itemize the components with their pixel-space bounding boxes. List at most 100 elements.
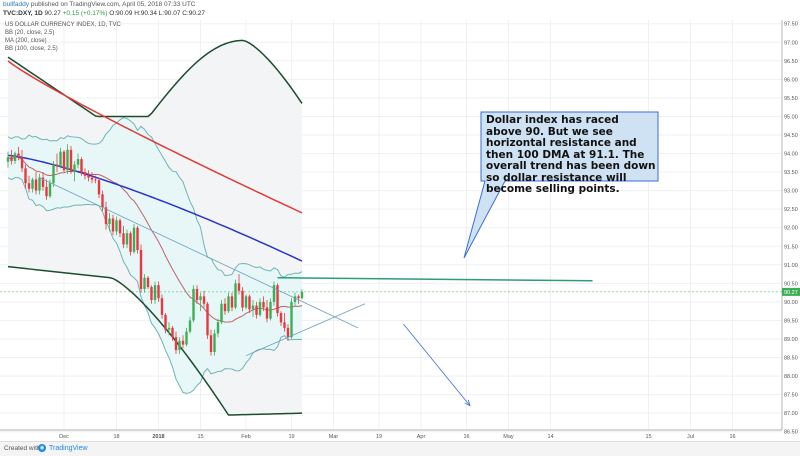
candle (290, 298, 293, 339)
last-price: 90.27 (44, 10, 61, 17)
candle (269, 298, 272, 321)
candle (279, 311, 283, 327)
candle (59, 147, 62, 169)
candle (38, 173, 41, 195)
y-tick-label: 86.50 (784, 430, 798, 436)
candle (90, 172, 94, 184)
candle-body (87, 175, 90, 178)
y-tick-label: 97.50 (784, 22, 798, 28)
candle-body (262, 301, 265, 308)
bb100-lower (7, 265, 303, 416)
candle (167, 322, 171, 336)
last-price-label: 90.27 (784, 290, 798, 296)
candle (10, 149, 13, 165)
candle (108, 212, 111, 232)
candle-body (108, 218, 111, 225)
candle (97, 177, 101, 199)
candle (178, 337, 181, 354)
price-change: +0.15 (+0.17%) (62, 10, 108, 17)
candle-body (216, 322, 220, 334)
y-tick-label: 91.50 (784, 244, 798, 250)
candle-body (188, 320, 192, 332)
candle-body (13, 153, 17, 161)
y-tick-label: 92.50 (784, 207, 798, 213)
x-axis: Dec 18 2018 15 Feb 19 Mar 19 Apr 16 May 14 15 Jul 16 (0, 429, 782, 440)
y-tick-label: 91.00 (784, 263, 798, 269)
y-tick-label: 87.50 (784, 393, 798, 399)
candle-body (195, 288, 199, 301)
bb20-fill (8, 117, 302, 394)
candle-body (227, 296, 230, 312)
candle (230, 292, 234, 312)
price-chart[interactable]: 86.50 87.00 87.50 88.00 88.50 89.00 89.50 90.00… (0, 0, 800, 441)
candle-body (206, 303, 209, 336)
candle-body (118, 220, 122, 234)
x-tick-label: 15 (645, 434, 651, 440)
candle (300, 289, 304, 300)
candle-body (45, 186, 48, 197)
candle-body (153, 285, 157, 301)
author-link[interactable]: bullfaddy (3, 1, 30, 8)
candle (213, 329, 216, 356)
candle (237, 274, 241, 295)
y-tick-label: 93.00 (784, 189, 798, 195)
candle (265, 300, 269, 323)
candle-body (41, 177, 45, 187)
candle-body (83, 172, 87, 176)
candle-body (241, 290, 244, 308)
candle (13, 151, 17, 164)
candle (272, 281, 276, 306)
candle (188, 316, 192, 334)
candle (276, 283, 279, 317)
candle (45, 179, 48, 200)
candle (220, 300, 223, 325)
last-price-tag (782, 287, 800, 296)
y-tick-label: 94.00 (784, 152, 798, 158)
candle-body (38, 177, 41, 191)
candle-body (73, 164, 76, 173)
candle-body (139, 249, 143, 289)
y-tick-label: 90.50 (784, 281, 798, 287)
candle (129, 231, 132, 256)
candle-body (213, 333, 216, 352)
candle (153, 281, 157, 304)
projection-arrow (403, 323, 471, 407)
candle-body (104, 207, 108, 225)
y-tick-label: 95.50 (784, 96, 798, 102)
candle (248, 294, 251, 314)
candle (27, 175, 31, 193)
tradingview-name: TradingView (49, 444, 88, 452)
legend-title: US DOLLAR CURRENCY INDEX, 1D, TVC (5, 22, 121, 28)
y-tick-label: 95.00 (784, 114, 798, 120)
candle (111, 214, 115, 236)
candle (104, 201, 108, 230)
candle (192, 285, 195, 323)
legend-bb20: BB (20, close, 2.5) (5, 30, 55, 36)
candle (297, 294, 300, 304)
created-with: Created with (4, 445, 41, 452)
x-tick-label: Apr (417, 434, 426, 440)
candle-body (244, 296, 248, 308)
candle-body (76, 159, 80, 165)
candle (181, 335, 185, 349)
tradingview-brand[interactable]: ◉ TradingView (38, 444, 88, 452)
candle-body (248, 296, 251, 310)
symbol-name: TVC:DXY, 1D (3, 10, 43, 17)
candle-body (48, 183, 52, 197)
x-tick-label: Jul (687, 434, 694, 440)
candle-body (143, 277, 146, 289)
candle (171, 326, 174, 341)
candle (241, 287, 244, 312)
x-tick-label: May (503, 434, 514, 440)
candle-body (132, 227, 136, 252)
candle (6, 151, 10, 168)
candle (62, 149, 66, 173)
candle-body (265, 307, 269, 319)
candle (244, 294, 248, 310)
y-tick-label: 97.00 (784, 40, 798, 46)
candle (293, 292, 297, 306)
candle-body (10, 157, 13, 161)
candle (206, 301, 209, 339)
candle-body (199, 296, 202, 301)
annotations (39, 111, 659, 407)
